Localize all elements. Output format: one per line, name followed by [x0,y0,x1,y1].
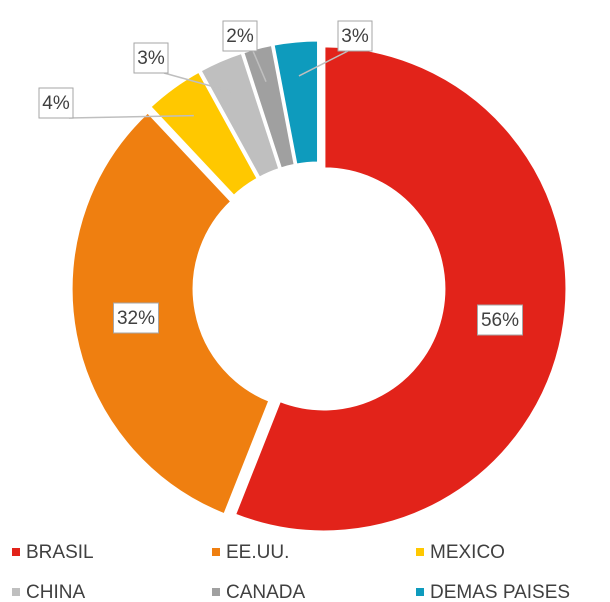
leader-line [252,50,267,82]
legend-swatch [212,588,220,596]
data-label: 56% [481,310,519,331]
leader-line [68,114,194,119]
leader-line [163,72,235,94]
legend-label: CANADA [226,582,306,602]
label-box [222,20,258,52]
legend-swatch [416,588,424,596]
leader-line [298,50,349,77]
legend-swatch [416,548,424,556]
legend-label: EE.UU. [226,542,289,563]
label-box [113,302,159,334]
legend-swatch [212,548,220,556]
legend-label: BRASIL [26,542,94,563]
data-label: 32% [117,308,155,329]
data-label: 3% [341,26,369,47]
legend-swatch [12,548,20,556]
donut-slice [69,109,272,517]
data-label: 3% [137,48,165,69]
legend-label: CHINA [26,582,85,602]
label-box [133,42,169,74]
label-box [38,87,74,119]
donut-slice [232,44,569,534]
label-box [477,304,523,336]
legend-label: DEMAS PAISES [430,582,570,602]
data-label: 4% [42,93,70,114]
legend-swatch [12,588,20,596]
data-label: 2% [226,26,254,47]
label-box [337,20,373,52]
legend-label: MEXICO [430,542,505,563]
